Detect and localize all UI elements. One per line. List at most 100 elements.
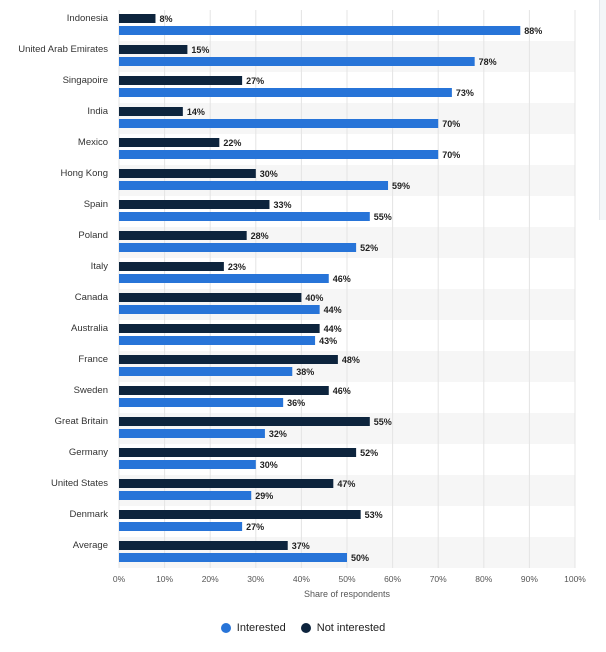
x-tick-label: 70% [430,574,447,584]
bar-not-interested[interactable] [119,417,370,426]
x-axis-title: Share of respondents [304,589,391,599]
bar-interested[interactable] [119,553,347,562]
data-label-interested: 29% [255,491,273,501]
data-label-not-interested: 52% [360,448,378,458]
data-label-interested: 32% [269,429,287,439]
data-label-not-interested: 46% [333,386,351,396]
chart-legend: Interested Not interested [0,622,606,636]
category-label: France [78,354,108,365]
legend-item-interested[interactable]: Interested [220,622,286,634]
category-label: Hong Kong [60,168,108,179]
bar-not-interested[interactable] [119,479,334,488]
bar-interested[interactable] [119,398,284,407]
data-label-not-interested: 28% [251,231,269,241]
bar-not-interested[interactable] [119,200,270,209]
bar-interested[interactable] [119,119,439,128]
data-label-interested: 88% [524,26,542,36]
data-label-interested: 43% [319,336,337,346]
bar-not-interested[interactable] [119,324,320,333]
data-label-interested: 50% [351,553,369,563]
bar-not-interested[interactable] [119,45,188,54]
bar-interested[interactable] [119,57,475,66]
category-label: Canada [75,292,109,303]
category-label: Spain [84,199,108,210]
bar-chart: 0% 10% 20% 30% 40% 50% 60% 70% 80% 90% 100% Share o… [18,10,586,599]
bar-interested[interactable] [119,305,320,314]
bar-not-interested[interactable] [119,107,183,116]
data-label-interested: 55% [374,212,392,222]
data-label-interested: 36% [287,398,305,408]
bar-not-interested[interactable] [119,510,361,519]
bar-not-interested[interactable] [119,231,247,240]
data-label-not-interested: 27% [246,76,264,86]
data-label-interested: 44% [324,305,342,315]
category-label: United Arab Emirates [18,44,108,55]
category-label: Mexico [78,137,108,148]
bar-not-interested[interactable] [119,355,338,364]
bar-not-interested[interactable] [119,386,329,395]
x-tick-label: 10% [156,574,173,584]
data-label-not-interested: 53% [365,510,383,520]
bar-not-interested[interactable] [119,76,243,85]
data-label-not-interested: 8% [159,14,172,24]
bar-not-interested[interactable] [119,541,288,550]
data-label-interested: 70% [442,150,460,160]
bar-interested[interactable] [119,367,293,376]
side-panel-edge [599,0,606,220]
bar-not-interested[interactable] [119,293,302,302]
bar-interested[interactable] [119,181,389,190]
data-label-interested: 70% [442,119,460,129]
category-label: Sweden [74,385,108,396]
category-label: Average [73,540,108,551]
bar-interested[interactable] [119,150,439,159]
data-label-interested: 27% [246,522,264,532]
data-label-interested: 30% [260,460,278,470]
bar-interested[interactable] [119,491,252,500]
bar-interested[interactable] [119,429,265,438]
x-tick-label: 100% [564,574,586,584]
data-label-not-interested: 14% [187,107,205,117]
bar-not-interested[interactable] [119,169,256,178]
data-label-not-interested: 22% [223,138,241,148]
data-label-not-interested: 44% [324,324,342,334]
bar-interested[interactable] [119,243,357,252]
bar-interested[interactable] [119,336,316,345]
category-label: Italy [91,261,109,272]
data-label-not-interested: 48% [342,355,360,365]
data-label-not-interested: 47% [337,479,355,489]
x-tick-label: 50% [338,574,355,584]
bar-not-interested[interactable] [119,138,220,147]
category-label: United States [51,478,108,489]
data-label-interested: 52% [360,243,378,253]
legend-label-interested: Interested [236,622,286,634]
bar-interested[interactable] [119,522,243,531]
bar-interested[interactable] [119,88,452,97]
bar-interested[interactable] [119,212,370,221]
x-tick-label: 90% [521,574,538,584]
x-tick-label: 80% [475,574,492,584]
category-label: Denmark [69,509,108,520]
category-label: Singapoire [63,75,108,86]
x-tick-label: 60% [384,574,401,584]
bar-not-interested[interactable] [119,14,156,23]
bar-interested[interactable] [119,274,329,283]
category-label: Poland [78,230,108,241]
data-label-not-interested: 33% [273,200,291,210]
data-label-interested: 73% [456,88,474,98]
legend-swatch-interested [220,623,231,633]
data-label-interested: 38% [296,367,314,377]
data-label-not-interested: 30% [260,169,278,179]
data-label-interested: 46% [333,274,351,284]
data-label-interested: 59% [392,181,410,191]
bar-interested[interactable] [119,26,521,35]
bar-not-interested[interactable] [119,262,224,271]
x-tick-label: 20% [202,574,219,584]
category-label: Germany [69,447,108,458]
x-tick-label: 40% [293,574,310,584]
legend-item-not-interested[interactable]: Not interested [300,622,385,634]
data-label-not-interested: 37% [292,541,310,551]
bar-not-interested[interactable] [119,448,357,457]
data-label-not-interested: 40% [305,293,323,303]
bar-interested[interactable] [119,460,256,469]
data-label-not-interested: 23% [228,262,246,272]
